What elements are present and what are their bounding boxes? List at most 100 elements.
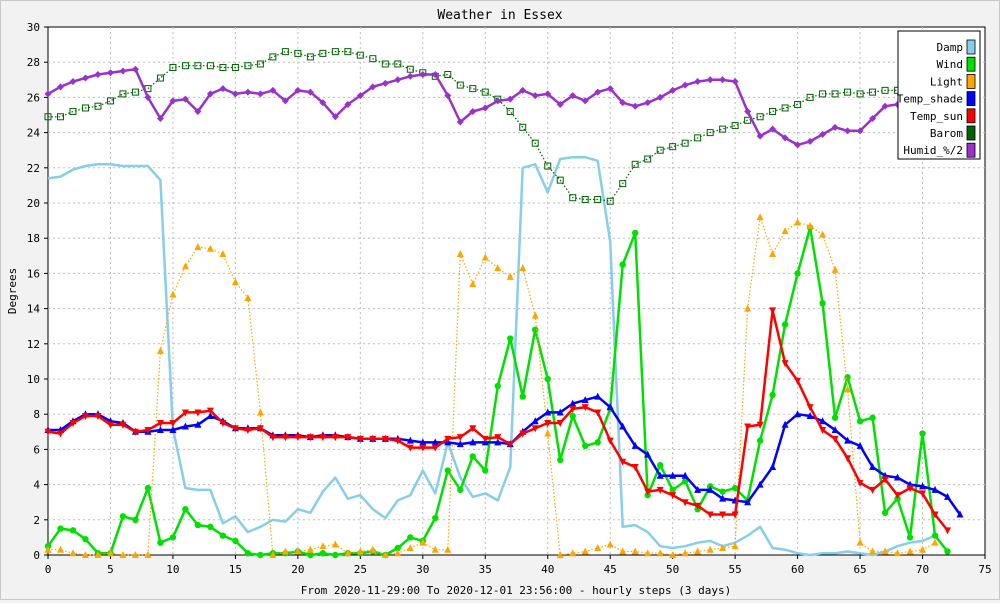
data-point-light — [69, 549, 77, 557]
data-point-wind — [582, 442, 589, 450]
data-point-wind — [631, 229, 639, 237]
data-point-temp-shade — [594, 392, 602, 400]
data-point-temp-sun — [144, 427, 152, 435]
data-point-barom — [94, 102, 102, 110]
data-point-barom — [119, 90, 127, 98]
data-point-temp-sun — [344, 434, 352, 442]
data-point-light — [94, 551, 102, 558]
data-point-humid-2 — [394, 76, 402, 84]
data-point-wind — [557, 456, 564, 464]
data-point-temp-shade — [431, 438, 439, 446]
data-point-humid-2 — [444, 92, 452, 100]
data-point-light — [381, 551, 389, 558]
y-tick-label: 22 — [27, 162, 40, 175]
data-point-light — [669, 551, 677, 558]
data-point-light — [781, 227, 789, 235]
data-point-temp-shade — [756, 480, 764, 488]
y-tick-label: 18 — [27, 232, 40, 245]
data-point-barom — [669, 143, 677, 151]
data-point-temp-shade — [656, 471, 664, 479]
data-point-wind — [232, 537, 239, 545]
data-point-temp-sun — [481, 435, 489, 443]
data-point-barom — [731, 122, 739, 130]
x-tick-label: 75 — [978, 563, 991, 576]
data-point-temp-sun — [681, 499, 689, 507]
data-point-wind — [169, 534, 177, 541]
data-point-barom — [644, 155, 652, 163]
data-point-humid-2 — [381, 79, 389, 87]
data-point-humid-2 — [706, 76, 714, 84]
data-point-temp-shade — [494, 438, 502, 446]
data-point-temp-shade — [156, 426, 164, 434]
data-point-humid-2 — [581, 97, 589, 105]
data-point-barom — [569, 194, 577, 202]
data-point-barom — [381, 60, 389, 68]
data-point-wind — [906, 534, 914, 541]
legend-label-barom: Barom — [930, 127, 963, 140]
data-point-temp-sun — [244, 427, 252, 435]
data-point-light — [719, 543, 727, 551]
data-point-wind — [719, 488, 726, 495]
series-barom — [44, 48, 952, 205]
grid — [48, 27, 985, 555]
data-point-barom — [306, 53, 314, 61]
data-point-wind — [319, 550, 327, 557]
data-point-temp-sun — [56, 430, 64, 438]
data-point-temp-sun — [656, 486, 664, 494]
data-point-barom — [806, 93, 814, 101]
data-point-wind — [919, 430, 926, 437]
data-point-light — [456, 250, 464, 258]
data-point-light — [419, 538, 427, 546]
legend-box — [897, 30, 981, 160]
data-point-humid-2 — [631, 102, 639, 110]
data-point-humid-2 — [644, 99, 652, 107]
data-point-temp-shade — [944, 492, 952, 500]
data-point-humid-2 — [269, 86, 277, 94]
data-point-temp-shade — [869, 463, 877, 470]
data-point-wind — [157, 539, 164, 546]
data-point-humid-2 — [844, 127, 852, 135]
data-point-light — [556, 551, 564, 558]
data-point-temp-shade — [581, 396, 589, 404]
series-wind — [44, 224, 951, 559]
data-point-temp-sun — [944, 527, 952, 535]
data-point-temp-sun — [931, 511, 939, 519]
data-point-temp-sun — [719, 511, 727, 519]
data-point-humid-2 — [56, 83, 64, 91]
data-point-wind — [931, 532, 939, 539]
data-point-barom — [106, 97, 114, 105]
data-point-humid-2 — [794, 141, 802, 149]
data-point-temp-sun — [594, 409, 602, 417]
data-point-humid-2 — [569, 92, 577, 100]
data-point-barom — [469, 85, 477, 93]
data-point-barom — [756, 113, 764, 121]
data-point-temp-sun — [831, 435, 839, 443]
series-temp-sun — [44, 307, 952, 535]
data-point-temp-shade — [744, 498, 752, 506]
data-point-light — [731, 542, 739, 550]
data-point-light — [581, 547, 589, 555]
data-point-temp-shade — [956, 510, 964, 518]
data-point-temp-sun — [606, 437, 614, 445]
data-point-temp-sun — [769, 307, 777, 315]
data-point-temp-sun — [869, 486, 877, 494]
data-point-light — [631, 547, 639, 555]
legend-swatch-barom — [966, 125, 976, 141]
x-tick-label: 15 — [229, 563, 242, 576]
x-tick-label: 70 — [916, 563, 929, 576]
data-point-light — [756, 213, 764, 221]
data-point-light — [81, 551, 89, 558]
data-point-temp-sun — [819, 427, 827, 435]
data-point-wind — [69, 527, 77, 534]
data-point-temp-sun — [856, 479, 864, 487]
data-point-barom — [331, 48, 339, 56]
data-point-humid-2 — [169, 97, 177, 105]
data-point-light — [231, 278, 239, 286]
data-point-light — [356, 547, 364, 555]
data-point-light — [931, 538, 939, 546]
data-point-temp-sun — [306, 434, 314, 442]
data-point-humid-2 — [506, 95, 514, 103]
data-point-barom — [256, 60, 264, 68]
data-point-humid-2 — [494, 97, 502, 105]
data-point-wind — [257, 551, 264, 559]
